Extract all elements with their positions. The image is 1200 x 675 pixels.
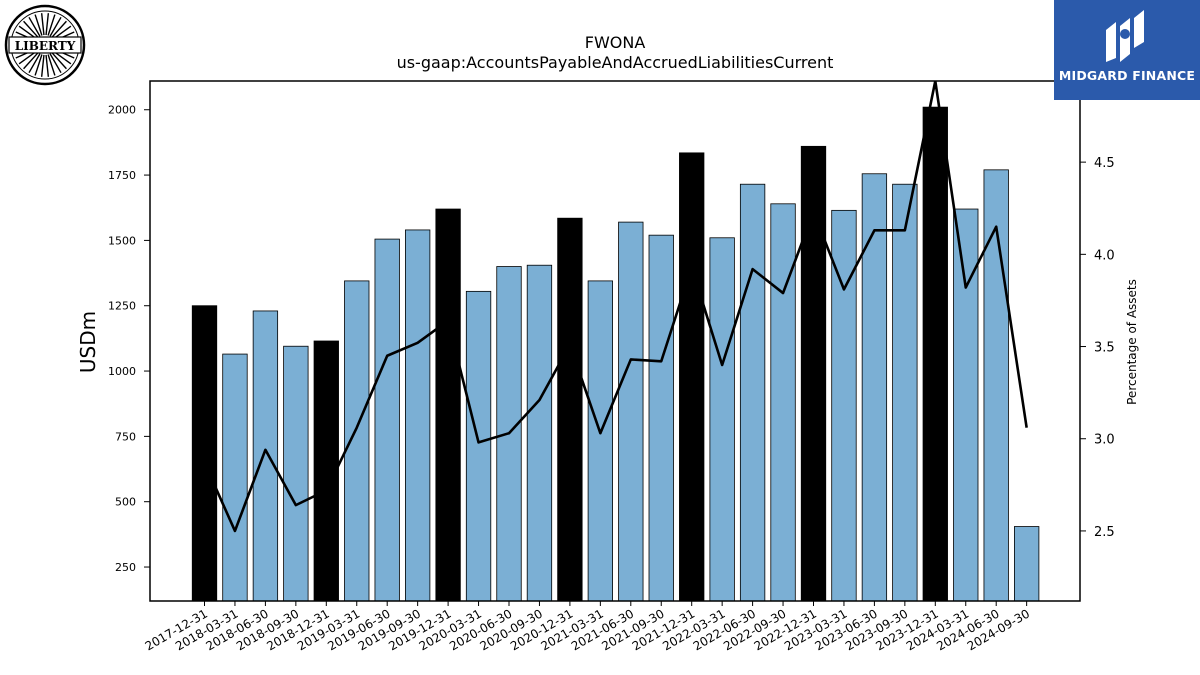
y2-tick-label: 2.5 <box>1094 525 1115 540</box>
y-axis-left: 250 500 750 1000 1250 1500 1750 2000 <box>108 104 150 574</box>
bar <box>648 234 674 602</box>
bar <box>679 152 705 602</box>
bar <box>435 208 461 602</box>
bar <box>892 183 918 602</box>
midgard-logo-text: MIDGARD FINANCE <box>1058 68 1196 83</box>
bar <box>618 221 644 602</box>
y-tick-label: 500 <box>115 496 136 509</box>
bar <box>283 345 309 602</box>
chart-subtitle: us-gaap:AccountsPayableAndAccruedLiabili… <box>397 53 834 72</box>
svg-text:LIBERTY: LIBERTY <box>15 39 76 53</box>
y2-tick-label: 3.0 <box>1094 433 1115 448</box>
bar <box>374 238 400 602</box>
line-path <box>203 81 1028 533</box>
bar <box>739 183 766 602</box>
y2-tick-label: 4.0 <box>1094 248 1115 263</box>
bar <box>404 229 431 602</box>
bar <box>587 280 613 602</box>
y-axis-label: USDm <box>76 311 100 373</box>
x-axis: 2017-12-312018-03-312018-06-302018-09-30… <box>143 601 1032 653</box>
liberty-seal-icon: LIBERTY <box>4 4 86 86</box>
bar <box>465 290 492 602</box>
y-tick-label: 750 <box>115 430 136 443</box>
bar <box>191 305 218 602</box>
bar <box>770 203 796 602</box>
bar-series <box>191 106 1040 602</box>
line-series <box>203 81 1028 533</box>
y-tick-label: 2000 <box>108 104 136 117</box>
bar <box>800 145 827 602</box>
y2-tick-label: 4.5 <box>1094 156 1115 171</box>
y2-axis-label: Percentage of Assets <box>1125 279 1139 405</box>
y-axis-right: 2.5 3.0 3.5 4.0 4.5 <box>1080 156 1115 540</box>
y-tick-label: 1250 <box>108 300 136 313</box>
y-tick-label: 1000 <box>108 365 136 378</box>
plot-frame <box>149 80 1081 602</box>
midgard-emblem-icon <box>1106 10 1144 62</box>
midgard-logo: MIDGARD FINANCE <box>1054 0 1200 100</box>
bar <box>526 264 553 602</box>
bar <box>557 217 583 602</box>
bar <box>222 353 248 602</box>
chart-title: FWONA <box>585 33 646 52</box>
bar <box>252 310 279 602</box>
bar <box>709 237 735 602</box>
bar <box>1014 526 1040 602</box>
bar <box>861 173 888 602</box>
bar <box>922 106 948 602</box>
y2-tick-label: 3.5 <box>1094 341 1115 356</box>
y-tick-label: 1750 <box>108 169 136 182</box>
bar <box>344 280 370 602</box>
liberty-logo: LIBERTY <box>4 4 86 86</box>
y-tick-label: 1500 <box>108 234 136 247</box>
y-tick-label: 250 <box>115 561 136 574</box>
